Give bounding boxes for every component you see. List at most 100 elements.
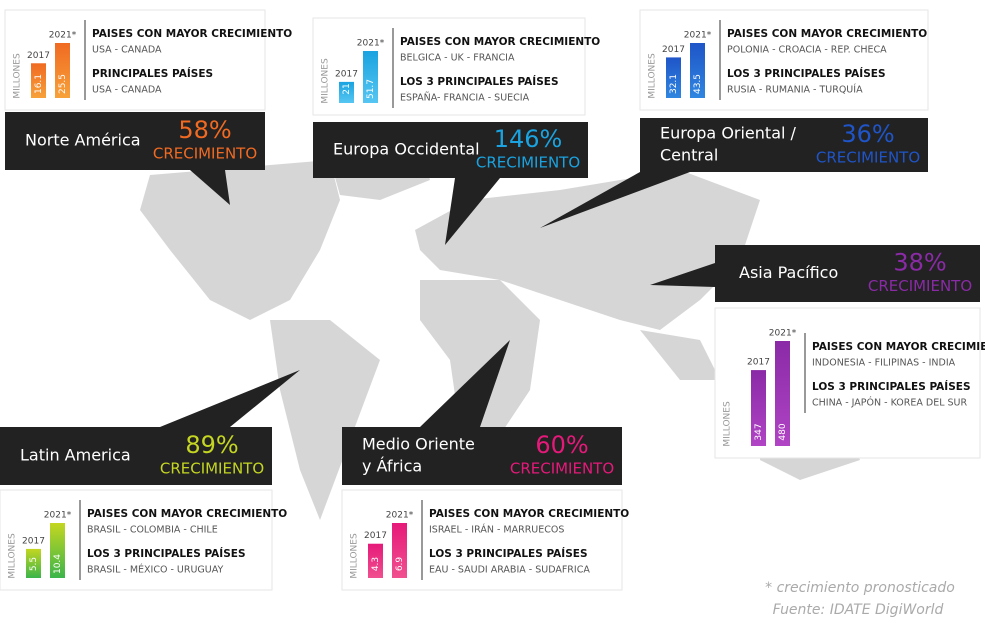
main-title: PRINCIPALES PAÍSES [92, 67, 213, 80]
growth-label: CRECIMIENTO [868, 277, 972, 295]
bar [690, 43, 705, 98]
info-box [4, 9, 266, 111]
region-name: Medio Oriente [362, 435, 475, 454]
footnote: * crecimiento pronosticado [765, 580, 955, 596]
bar-year: 2017 [335, 69, 358, 79]
world-map [140, 140, 860, 520]
bar-year: 2017 [747, 358, 770, 368]
top-growth: INDONESIA - FILIPINAS - INDIA [812, 358, 956, 369]
unit-label: MILLONES [13, 53, 23, 99]
top-growth: BRASIL - COLOMBIA - CHILE [87, 525, 218, 536]
unit-label: MILLONES [350, 533, 360, 579]
region-box [0, 427, 272, 485]
bar [55, 43, 70, 98]
info-box [312, 17, 586, 116]
unit-label: MILLONES [648, 53, 658, 99]
bar [751, 370, 766, 446]
bar [31, 63, 46, 98]
main-title: LOS 3 PRINCIPALES PAÍSES [727, 67, 886, 80]
region-box [640, 118, 928, 172]
top-growth-title: PAISES CON MAYOR CRECIMIENTO [812, 341, 985, 353]
bar [775, 341, 790, 446]
region-box [715, 245, 980, 302]
region-box [5, 112, 265, 170]
main: ESPAÑA- FRANCIA - SUECIA [400, 93, 530, 104]
top-growth: BELGICA - UK - FRANCIA [400, 53, 515, 64]
bar [339, 81, 354, 103]
region-name: Norte América [25, 131, 141, 150]
bar-year: 2017 [364, 531, 387, 541]
bar-year: 2021* [44, 511, 72, 521]
unit-label: MILLONES [321, 58, 331, 104]
bar [368, 543, 383, 578]
main-title: LOS 3 PRINCIPALES PAÍSES [400, 75, 559, 88]
main-title: LOS 3 PRINCIPALES PAÍSES [812, 380, 971, 393]
main: CHINA - JAPÓN - KOREA DEL SUR [812, 397, 967, 409]
top-growth-title: PAISES CON MAYOR CRECIMIENTO [87, 508, 287, 520]
region-box [313, 122, 588, 178]
bar-year: 2021* [49, 31, 77, 41]
bar-value: 5.5 [29, 557, 39, 571]
source: Fuente: IDATE DigiWorld [773, 602, 944, 618]
main: BRASIL - MÉXICO - URUGUAY [87, 564, 223, 576]
main: RUSIA - RUMANIA - TURQUÍA [727, 84, 863, 96]
info-box [0, 489, 273, 591]
growth-label: CRECIMIENTO [160, 460, 264, 478]
main: EAU - SAUDI ARABIA - SUDAFRICA [429, 565, 590, 576]
top-growth: USA - CANADA [92, 45, 162, 56]
bar [363, 51, 378, 103]
pointer [190, 170, 230, 205]
info-box [639, 9, 929, 111]
bar-value: 51.7 [366, 79, 376, 99]
growth-label: CRECIMIENTO [816, 149, 920, 167]
bar-value: 32.1 [669, 74, 679, 94]
growth-value: 38% [893, 249, 946, 277]
bar-value: 21 [342, 83, 352, 94]
bar [50, 523, 65, 578]
growth-value: 36% [841, 120, 894, 148]
growth-value: 89% [185, 431, 238, 459]
growth-value: 60% [535, 431, 588, 459]
bar-year: 2021* [386, 511, 414, 521]
growth-label: CRECIMIENTO [476, 154, 580, 172]
region-name: Europa Occidental [333, 140, 480, 159]
region-name: Latin America [20, 446, 131, 465]
bar-year: 2017 [22, 536, 45, 546]
bar-value: 480 [778, 423, 788, 440]
pointer [445, 178, 500, 245]
bar-year: 2017 [662, 45, 685, 55]
bar-value: 43.5 [693, 74, 703, 94]
bar-value: 347 [754, 423, 764, 440]
region-name: Europa Oriental / [660, 124, 797, 143]
bar [26, 548, 41, 578]
pointer [160, 370, 300, 427]
region-name: Asia Pacífico [739, 263, 838, 282]
unit-label: MILLONES [8, 533, 18, 579]
main: USA - CANADA [92, 85, 162, 96]
top-growth-title: PAISES CON MAYOR CRECIMIENTO [400, 36, 600, 48]
growth-label: CRECIMIENTO [510, 460, 614, 478]
growth-label: CRECIMIENTO [153, 145, 257, 163]
bar-value: 16.1 [34, 74, 44, 94]
main-title: LOS 3 PRINCIPALES PAÍSES [87, 547, 246, 560]
bar [666, 57, 681, 98]
bar-year: 2021* [769, 329, 797, 339]
region-box [342, 427, 622, 485]
region-name: Central [660, 146, 718, 165]
top-growth-title: PAISES CON MAYOR CRECIMIENTO [429, 508, 629, 520]
bar [392, 523, 407, 578]
top-growth: POLONIA - CROACIA - REP. CHECA [727, 45, 887, 56]
info-box [341, 489, 623, 591]
top-growth-title: PAISES CON MAYOR CRECIMIENTO [727, 28, 927, 40]
bar-value: 4.3 [371, 557, 381, 571]
bar-value: 10.4 [53, 554, 63, 574]
pointer [650, 263, 715, 287]
growth-value: 146% [494, 125, 563, 153]
bar-year: 2017 [27, 51, 50, 61]
unit-label: MILLONES [723, 401, 733, 447]
growth-value: 58% [178, 116, 231, 144]
top-growth-title: PAISES CON MAYOR CRECIMIENTO [92, 28, 292, 40]
top-growth: ISRAEL - IRÁN - MARRUECOS [429, 524, 564, 536]
bar-value: 6.9 [395, 557, 405, 572]
